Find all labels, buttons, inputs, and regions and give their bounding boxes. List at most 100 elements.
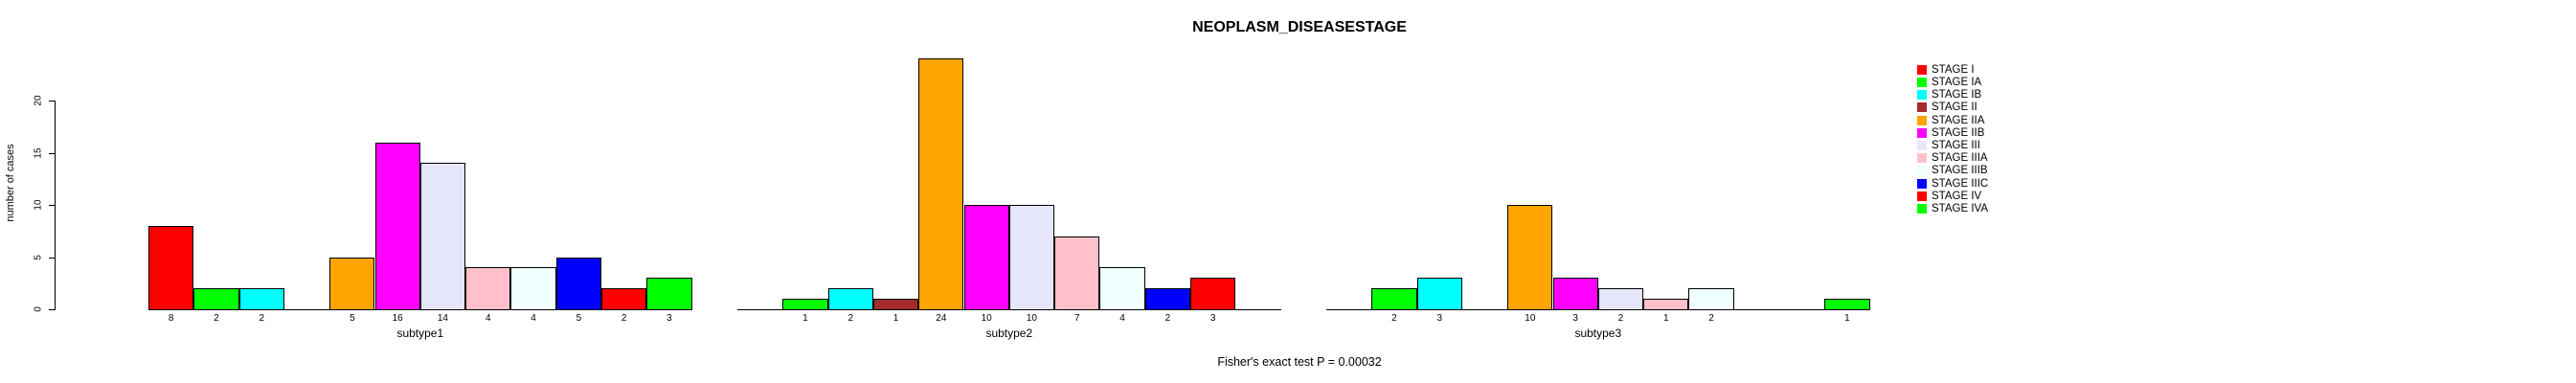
y-tick-10 [49,205,55,206]
legend-label-stage-ib: STAGE IB [1932,89,1982,101]
bar-subtype3-stage-iva [1824,299,1870,310]
bar-subtype1-stage-iii [419,163,466,310]
legend-swatch-stage-i [1917,64,1927,75]
legend-swatch-stage-iia [1917,115,1927,125]
bar-value-subtype2-stage-ii: 1 [893,312,899,324]
x-axis-label-subtype3: subtype3 [1574,327,1622,340]
legend-item-stage-iv: STAGE IV [1917,190,1981,202]
legend-label-stage-iii: STAGE III [1932,139,1980,151]
bar-subtype1-stage-ia [193,288,239,310]
bar-subtype2-stage-iib [963,205,1009,310]
bar-subtype1-stage-iva [646,278,692,310]
bar-value-subtype1-stage-iv: 2 [621,312,627,324]
bar-subtype2-stage-iiic [1144,288,1190,310]
legend-item-stage-ib: STAGE IB [1917,89,1981,101]
legend-item-stage-ii: STAGE II [1917,101,1977,114]
legend-label-stage-iia: STAGE IIA [1932,114,1985,126]
bar-subtype1-stage-i [148,225,194,310]
bar-value-subtype3-stage-iib: 3 [1572,312,1578,324]
bar-value-subtype2-stage-iii: 10 [1026,312,1037,324]
bar-value-subtype3-stage-ib: 3 [1436,312,1443,324]
bar-subtype2-stage-iv [1190,278,1236,310]
legend-item-stage-iib: STAGE IIB [1917,126,1984,139]
legend-label-stage-iiia: STAGE IIIA [1932,152,1988,165]
y-tick-label-0: 0 [33,306,44,312]
y-tick-0 [49,309,55,310]
legend-label-stage-iib: STAGE IIB [1932,126,1985,139]
bar-value-subtype3-stage-iiia: 1 [1662,312,1669,324]
bar-subtype2-stage-iia [918,58,964,310]
bar-value-subtype1-stage-ib: 2 [259,312,265,324]
bar-value-subtype2-stage-iiic: 2 [1164,312,1171,324]
bar-subtype1-stage-iv [601,288,647,310]
legend-swatch-stage-iiic [1917,178,1927,189]
legend-item-stage-ia: STAGE IA [1917,76,1981,88]
bar-subtype3-stage-iiib [1688,288,1734,310]
bar-value-subtype1-stage-iiib: 4 [531,312,536,324]
bar-value-subtype2-stage-iib: 10 [981,312,992,324]
bar-value-subtype3-stage-iva: 1 [1844,312,1850,324]
y-axis-title: number of cases [5,144,16,222]
y-tick-label-5: 5 [33,254,44,260]
bar-subtype2-stage-ia [782,299,828,310]
legend-label-stage-ii: STAGE II [1932,101,1977,114]
bar-value-subtype2-stage-ib: 2 [847,312,854,324]
bar-value-subtype3-stage-ia: 2 [1391,312,1397,324]
bar-subtype2-stage-ii [872,299,919,310]
bar-subtype2-stage-ib [827,288,873,310]
bar-value-subtype1-stage-iib: 16 [392,312,403,324]
bar-value-subtype2-stage-iia: 24 [936,312,947,324]
bar-subtype3-stage-iib [1552,278,1598,310]
bar-value-subtype3-stage-iiib: 2 [1708,312,1714,324]
y-tick-15 [49,152,55,154]
legend-item-stage-iii: STAGE III [1917,139,1980,151]
bar-subtype1-stage-iiic [555,257,601,310]
bar-value-subtype2-stage-ia: 1 [802,312,808,324]
legend-swatch-stage-ia [1917,77,1927,87]
bar-subtype3-stage-iii [1597,288,1644,310]
legend-swatch-stage-iva [1917,203,1927,214]
legend-swatch-stage-ib [1917,90,1927,101]
legend-item-stage-iia: STAGE IIA [1917,114,1984,126]
legend-swatch-stage-ii [1917,102,1927,113]
bar-value-subtype1-stage-i: 8 [168,312,174,324]
y-tick-label-20: 20 [33,95,44,106]
legend-item-stage-iva: STAGE IVA [1917,202,1988,214]
bar-subtype2-stage-iiib [1099,267,1145,310]
x-axis-label-subtype2: subtype2 [985,327,1033,340]
bar-value-subtype1-stage-iii: 14 [437,312,448,324]
bar-value-subtype1-stage-iva: 3 [667,312,672,324]
legend-item-stage-i: STAGE I [1917,63,1975,76]
bar-value-subtype2-stage-iiia: 7 [1073,312,1080,324]
legend-label-stage-ia: STAGE IA [1932,76,1982,88]
bar-subtype2-stage-iiia [1054,236,1100,310]
bar-value-subtype3-stage-iii: 2 [1617,312,1624,324]
bar-value-subtype1-stage-iiic: 5 [576,312,582,324]
legend-swatch-stage-iib [1917,127,1927,138]
bar-subtype2-stage-iii [1008,205,1055,310]
bar-subtype1-stage-iiia [465,267,511,310]
legend-label-stage-iva: STAGE IVA [1932,202,1989,214]
bar-subtype1-stage-iia [329,257,375,310]
bar-subtype1-stage-ib [238,288,284,310]
bar-subtype3-stage-ia [1371,288,1417,310]
bar-subtype3-stage-iiia [1643,299,1689,310]
x-axis-label-subtype1: subtype1 [396,327,444,340]
y-axis-line [55,101,56,310]
legend-label-stage-iiib: STAGE IIIB [1932,165,1988,177]
bar-value-subtype1-stage-iia: 5 [350,312,355,324]
legend-label-stage-iiic: STAGE IIIC [1932,177,1989,190]
bar-value-subtype1-stage-ia: 2 [214,312,219,324]
y-tick-label-15: 15 [33,146,44,159]
bar-value-subtype1-stage-iiia: 4 [485,312,491,324]
legend-item-stage-iiib: STAGE IIIB [1917,165,1988,177]
bar-subtype1-stage-iiib [510,267,556,310]
y-tick-label-10: 10 [33,199,44,211]
legend-swatch-stage-iv [1917,191,1927,201]
y-tick-5 [49,257,55,259]
legend-item-stage-iiia: STAGE IIIA [1917,152,1988,165]
bar-value-subtype3-stage-iia: 10 [1525,312,1536,324]
chart-title: NEOPLASM_DISEASESTAGE [1192,19,1407,35]
bar-subtype3-stage-ib [1416,278,1462,310]
